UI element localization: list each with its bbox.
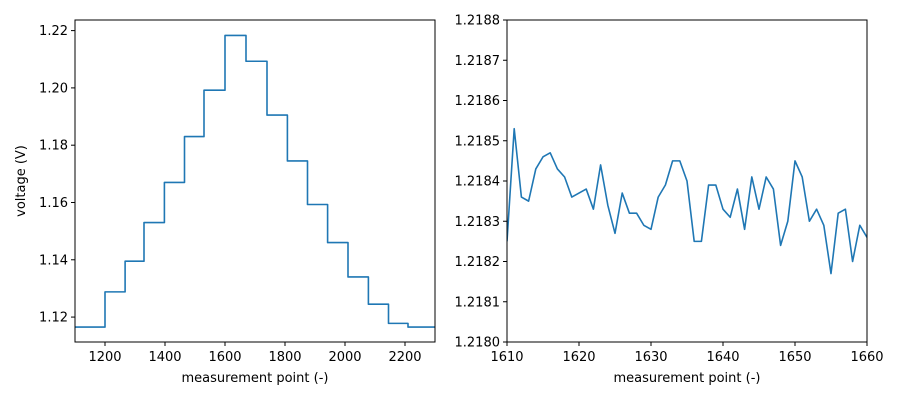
right-chart-x-tick-label: 1650	[778, 350, 811, 365]
right-chart-y-tick-label: 1.2181	[455, 295, 501, 310]
left-chart-x-tick-label: 2000	[328, 350, 361, 365]
right-chart-panel: measurement point (-) 1610 1620 1630 1640 16…	[455, 14, 884, 387]
left-chart-x-tick-label: 1200	[88, 350, 121, 365]
left-chart-y-tick-label: 1.12	[39, 311, 68, 326]
right-chart-x-tick-label: 1630	[634, 350, 667, 365]
right-chart-x-tick-label: 1620	[562, 350, 595, 365]
left-chart-y-axis-label: voltage (V)	[14, 145, 29, 217]
left-chart-y-tick-label: 1.18	[39, 139, 68, 154]
right-chart-y-tick-label: 1.2185	[455, 134, 501, 149]
left-chart-x-tick-label: 1800	[268, 350, 301, 365]
right-chart-series-line	[507, 127, 867, 275]
right-chart-y-tick-label: 1.2188	[455, 14, 501, 29]
left-chart-y-tick-label: 1.16	[39, 196, 68, 211]
left-chart-x-tick-label: 1600	[208, 350, 241, 365]
right-chart-x-tick-label: 1660	[850, 350, 883, 365]
right-chart-y-tick-label: 1.2184	[455, 175, 501, 190]
left-chart-y-tick-label: 1.20	[39, 81, 68, 96]
left-chart-x-axis-label: measurement point (-)	[182, 371, 329, 386]
right-chart-y-tick-label: 1.2187	[455, 54, 501, 69]
left-chart-y-tick-label: 1.14	[39, 253, 68, 268]
right-chart-y-tick-label: 1.2182	[455, 255, 501, 270]
left-chart-x-tick-label: 2200	[388, 350, 421, 365]
left-chart-axes-frame	[74, 19, 436, 343]
right-chart-y-tick-label: 1.2180	[455, 336, 501, 351]
left-chart-series-line	[75, 34, 435, 328]
right-chart-x-tick-label: 1610	[490, 350, 523, 365]
left-chart-y-tick-label: 1.22	[39, 24, 68, 39]
right-chart-y-tick-label: 1.2183	[455, 215, 501, 230]
left-chart-panel: voltage (V) measurement point (-) 1200 14…	[14, 19, 436, 386]
right-chart-y-tick-label: 1.2186	[455, 94, 501, 109]
right-chart-x-axis-label: measurement point (-)	[614, 371, 761, 386]
right-chart-x-tick-label: 1640	[706, 350, 739, 365]
left-chart-x-tick-label: 1400	[148, 350, 181, 365]
